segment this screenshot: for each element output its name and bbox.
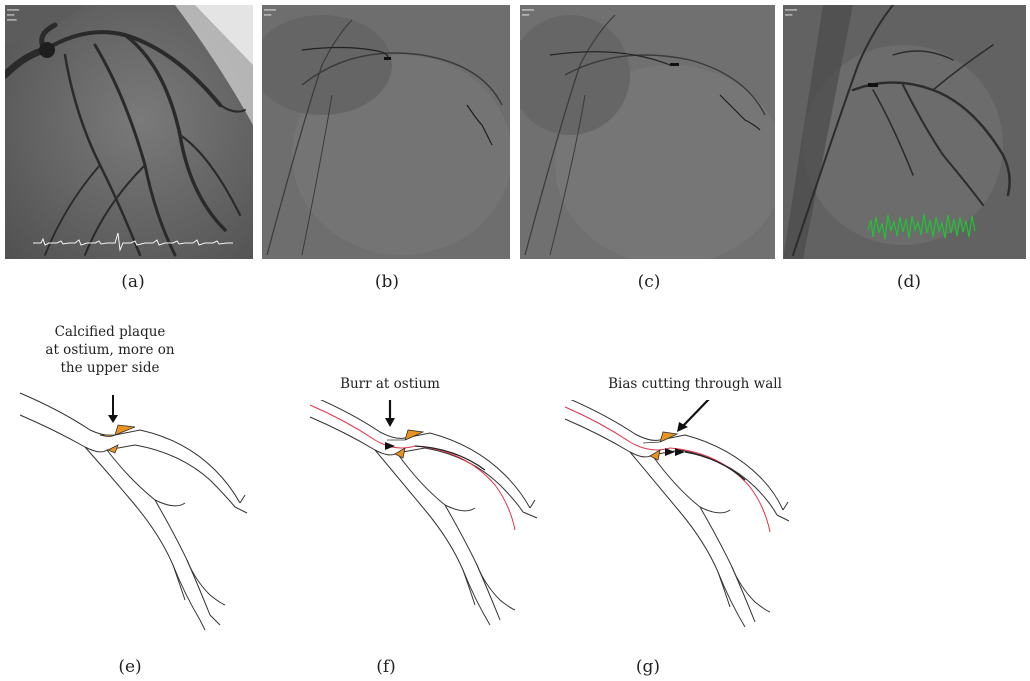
overlay-text-b: ▬▬▬▬▬ ▬▬▬ bbox=[264, 7, 277, 17]
angiogram-c: ▬▬▬▬▬ ▬▬▬ bbox=[520, 5, 775, 259]
down-arrow-icon bbox=[385, 400, 395, 427]
annotation-f: Burr at ostium bbox=[340, 376, 440, 392]
burr-arrowhead-icon bbox=[675, 448, 685, 456]
caption-d: (d) bbox=[896, 272, 922, 292]
annotation-e-line-1: Calcified plaque bbox=[54, 324, 166, 340]
angiogram-b: ▬▬▬▬▬ ▬▬▬ bbox=[262, 5, 510, 259]
annotation-e-line-2: at ostium, more on bbox=[45, 342, 175, 358]
overlay-text-a: ▬▬▬▬▬ ▬▬▬ ▬▬▬▬ bbox=[7, 7, 20, 22]
down-arrow-icon bbox=[108, 395, 118, 423]
diagram-g bbox=[564, 400, 790, 628]
caption-b: (b) bbox=[374, 272, 400, 292]
diagram-f bbox=[309, 400, 538, 626]
annotation-g: Bias cutting through wall bbox=[608, 376, 782, 392]
diagram-e bbox=[19, 392, 248, 631]
annotation-e: Calcified plaque at ostium, more on the … bbox=[20, 323, 200, 377]
annotation-e-line-3: the upper side bbox=[60, 360, 160, 376]
diagonal-arrow-icon bbox=[677, 400, 710, 432]
overlay-text-d: ▬▬▬▬▬ ▬▬▬ bbox=[785, 7, 798, 17]
burr-arrowhead-icon bbox=[665, 448, 675, 456]
caption-c: (c) bbox=[637, 272, 661, 292]
angiogram-d: ▬▬▬▬▬ ▬▬▬ bbox=[783, 5, 1026, 259]
burr-arrowhead-icon bbox=[385, 442, 395, 450]
caption-a: (a) bbox=[121, 272, 145, 292]
caption-f: (f) bbox=[376, 657, 396, 677]
overlay-text-c: ▬▬▬▬▬ ▬▬▬ bbox=[522, 7, 535, 17]
caption-g: (g) bbox=[635, 657, 661, 677]
caption-e: (e) bbox=[118, 657, 142, 677]
angiogram-a: ▬▬▬▬▬ ▬▬▬ ▬▬▬▬ bbox=[5, 5, 253, 259]
